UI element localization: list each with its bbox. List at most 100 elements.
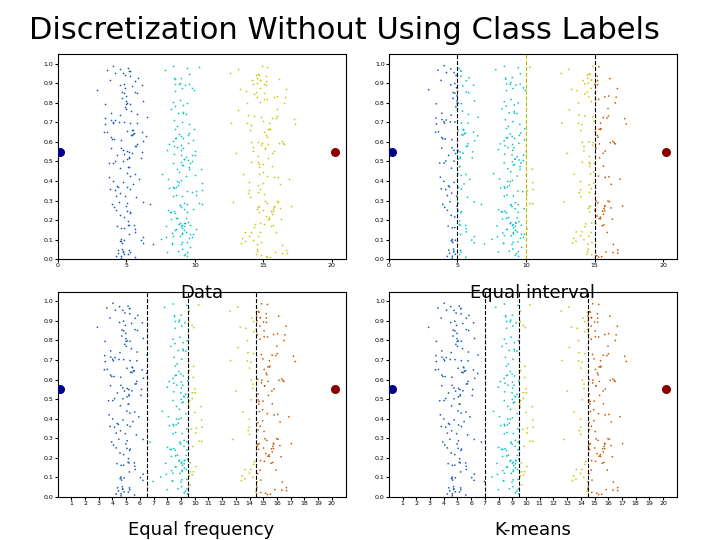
Point: [518, 136, 530, 144]
Point: [166, 228, 177, 237]
Point: [109, 353, 121, 362]
Point: [502, 183, 513, 191]
Point: [575, 177, 586, 186]
Point: [511, 347, 523, 355]
Point: [161, 232, 172, 241]
Point: [448, 245, 459, 253]
Point: [434, 159, 446, 167]
Point: [176, 355, 187, 363]
Point: [606, 441, 617, 450]
Point: [455, 67, 467, 76]
Point: [442, 460, 454, 468]
Point: [586, 251, 598, 259]
Point: [574, 188, 585, 197]
Point: [469, 97, 480, 105]
Point: [526, 402, 538, 411]
Point: [451, 104, 463, 113]
Point: [457, 131, 469, 139]
Point: [499, 207, 510, 215]
Point: [271, 197, 282, 205]
Point: [459, 417, 470, 426]
Point: [255, 456, 266, 465]
Point: [114, 318, 125, 327]
Point: [454, 220, 465, 229]
Point: [502, 381, 513, 389]
Point: [467, 391, 478, 400]
Point: [556, 119, 567, 127]
Point: [120, 342, 132, 350]
Point: [455, 468, 467, 476]
Point: [176, 192, 188, 200]
Point: [179, 205, 190, 213]
Point: [171, 381, 182, 389]
Point: [112, 181, 123, 190]
Point: [124, 66, 135, 75]
Point: [449, 355, 461, 364]
Point: [109, 68, 121, 77]
Point: [500, 362, 512, 370]
Point: [527, 416, 539, 424]
Point: [168, 62, 179, 71]
Point: [499, 444, 510, 453]
Point: [570, 228, 582, 237]
Point: [602, 342, 613, 350]
Point: [593, 63, 605, 71]
Text: Discretization Without Using Class Labels: Discretization Without Using Class Label…: [29, 16, 660, 45]
Point: [451, 202, 463, 211]
Point: [595, 124, 607, 133]
Point: [255, 219, 266, 227]
Point: [451, 440, 463, 448]
Point: [255, 313, 266, 322]
Point: [166, 476, 178, 485]
Point: [518, 157, 529, 165]
Point: [446, 252, 458, 260]
Point: [573, 357, 585, 366]
Point: [264, 362, 276, 370]
Point: [590, 144, 602, 153]
Point: [582, 79, 594, 87]
Point: [245, 358, 256, 367]
Point: [162, 206, 174, 214]
Point: [436, 144, 448, 152]
Point: [261, 131, 272, 140]
Point: [108, 372, 120, 381]
Point: [268, 444, 279, 453]
Point: [247, 380, 258, 388]
Point: [446, 491, 458, 500]
Point: [516, 481, 527, 489]
Point: [500, 102, 512, 110]
Point: [609, 377, 621, 386]
Point: [598, 400, 609, 408]
Point: [252, 138, 264, 146]
Point: [528, 185, 539, 194]
Point: [590, 365, 601, 374]
Point: [597, 207, 608, 215]
Point: [175, 73, 186, 82]
Point: [453, 183, 464, 192]
Point: [502, 420, 513, 429]
Point: [122, 393, 133, 401]
Point: [584, 390, 595, 399]
Point: [175, 388, 186, 397]
Point: [514, 403, 526, 411]
Point: [266, 444, 277, 453]
Point: [91, 323, 103, 332]
Point: [510, 251, 521, 260]
Point: [168, 74, 180, 83]
Point: [505, 456, 517, 464]
Point: [463, 110, 474, 119]
Point: [451, 429, 462, 438]
Point: [165, 342, 176, 351]
Point: [255, 476, 266, 484]
Point: [110, 191, 122, 200]
Point: [186, 321, 198, 330]
Point: [99, 120, 111, 129]
Point: [506, 478, 518, 487]
Point: [490, 303, 502, 312]
Point: [446, 237, 458, 245]
Point: [118, 355, 130, 364]
Point: [281, 249, 292, 258]
Point: [124, 171, 135, 180]
Point: [461, 76, 472, 85]
Point: [269, 410, 280, 419]
